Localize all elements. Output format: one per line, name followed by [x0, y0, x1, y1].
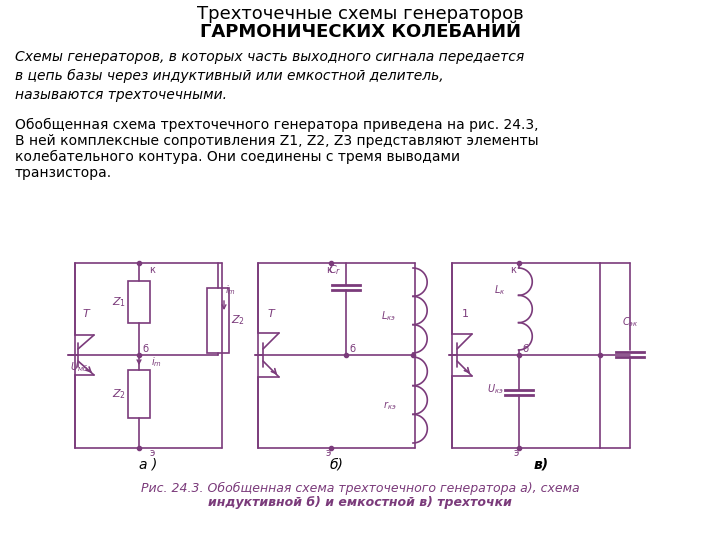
Text: $L_{кэ}$: $L_{кэ}$: [381, 309, 396, 323]
Text: к: к: [510, 265, 516, 275]
Text: $C_r$: $C_r$: [328, 263, 341, 277]
Text: Обобщенная схема трехточечного генератора приведена на рис. 24.3,: Обобщенная схема трехточечного генератор…: [15, 118, 543, 132]
Text: Рис. 24.3. Обобщенная схема трехточечного генератора а), схема: Рис. 24.3. Обобщенная схема трехточечног…: [140, 482, 580, 495]
Text: Схемы генераторов, в которых часть выходного сигнала передается
в цепь базы чере: Схемы генераторов, в которых часть выход…: [15, 50, 524, 102]
Text: $i_m$: $i_m$: [151, 355, 162, 369]
Text: б): б): [330, 457, 343, 471]
Text: Т: Т: [268, 309, 275, 319]
Text: в): в): [534, 457, 549, 471]
Text: э: э: [149, 448, 154, 458]
Text: Т: Т: [83, 309, 90, 319]
Text: к: к: [326, 265, 332, 275]
Text: колебательного контура. Они соединены с тремя выводами: колебательного контура. Они соединены с …: [15, 150, 460, 164]
Text: $i_m$: $i_m$: [225, 283, 236, 297]
Text: б: б: [349, 344, 355, 354]
Bar: [128, 281, 150, 323]
Text: $U_{мб}$: $U_{мб}$: [70, 360, 89, 374]
Text: а ): а ): [140, 457, 158, 471]
Text: $Z_2$: $Z_2$: [231, 313, 245, 327]
Text: э: э: [513, 448, 519, 458]
Text: транзистора.: транзистора.: [15, 166, 112, 180]
Text: $Z_2$: $Z_2$: [112, 387, 126, 401]
Text: Трехточечные схемы генераторов: Трехточечные схемы генераторов: [197, 5, 523, 23]
Text: 1: 1: [462, 309, 469, 319]
Text: ГАРМОНИЧЕСКИХ КОЛЕБАНИЙ: ГАРМОНИЧЕСКИХ КОЛЕБАНИЙ: [199, 23, 521, 41]
Text: $U_{кэ}$: $U_{кэ}$: [487, 382, 503, 396]
Text: э: э: [326, 448, 331, 458]
Bar: [207, 288, 229, 353]
Text: б: б: [523, 344, 528, 354]
Text: к: к: [149, 265, 155, 275]
Text: б: б: [142, 344, 148, 354]
Text: $Z_1$: $Z_1$: [112, 295, 126, 309]
Text: $r_{кэ}$: $r_{кэ}$: [383, 400, 397, 413]
Bar: [128, 370, 150, 418]
Text: В ней комплексные сопротивления Z1, Z2, Z3 представляют элементы: В ней комплексные сопротивления Z1, Z2, …: [15, 134, 539, 148]
Text: $L_к$: $L_к$: [494, 283, 505, 297]
Text: $C_{эк}$: $C_{эк}$: [622, 315, 639, 329]
Text: индуктивной б) и емкостной в) трехточки: индуктивной б) и емкостной в) трехточки: [208, 496, 512, 509]
